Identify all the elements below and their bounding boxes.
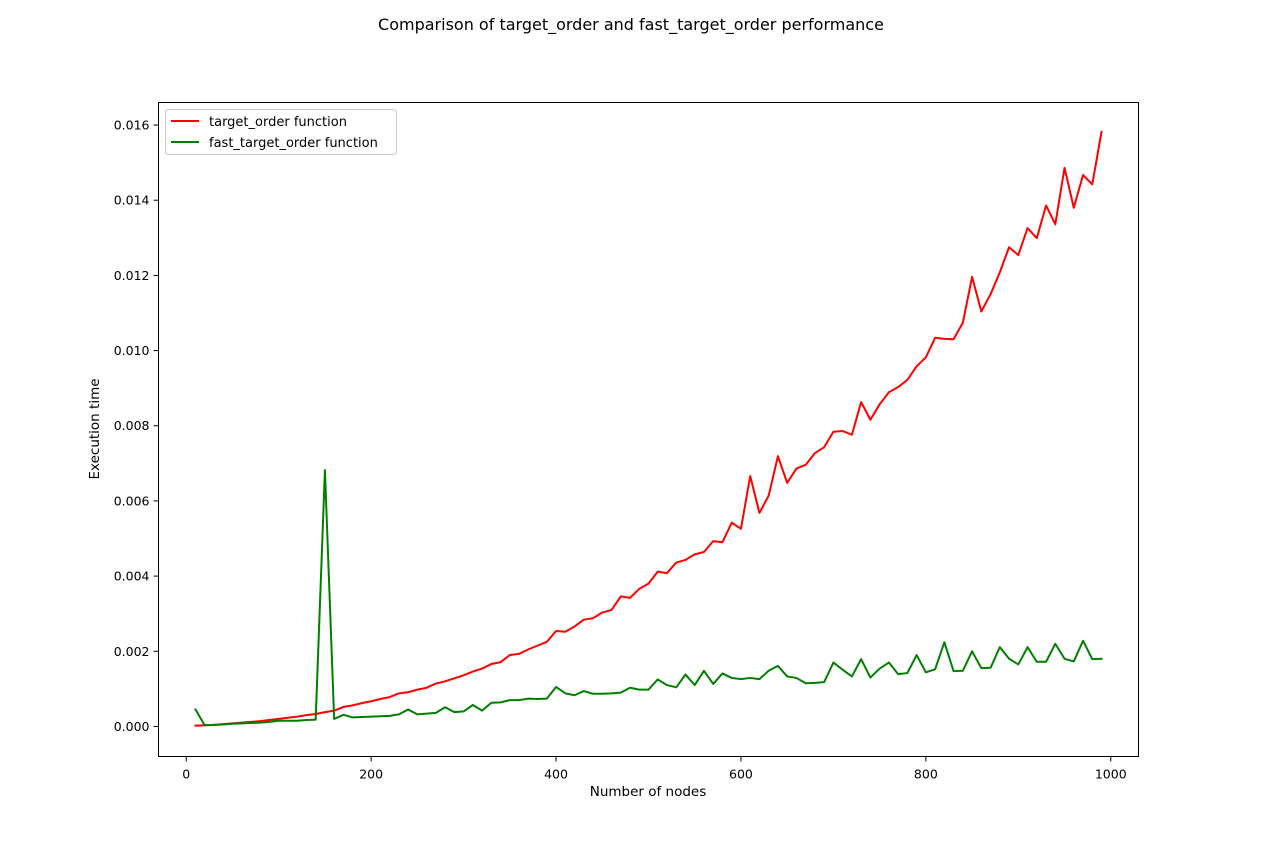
legend-label-target-order: target_order function — [209, 115, 347, 130]
legend-label-fast-target-order: fast_target_order function — [209, 136, 378, 151]
plot-frame — [158, 102, 1139, 757]
x-tick-label: 800 — [914, 767, 938, 782]
x-axis-ticks: 0 200 400 600 800 1000 — [182, 756, 1127, 782]
series-lines — [194, 130, 1103, 727]
series-line-fast-target-order — [194, 469, 1103, 727]
legend: target_order function fast_target_order … — [165, 109, 397, 155]
x-tick-label: 1000 — [1095, 767, 1127, 782]
x-tick-label: 0 — [182, 767, 190, 782]
y-tick-label: 0.016 — [114, 118, 150, 133]
x-axis-label: Number of nodes — [590, 784, 707, 800]
y-tick-label: 0.000 — [114, 719, 150, 734]
x-tick-label: 600 — [729, 767, 753, 782]
y-tick-label: 0.012 — [114, 268, 150, 283]
y-axis-label: Execution time — [87, 378, 103, 479]
y-tick-label: 0.006 — [114, 493, 150, 508]
x-tick-label: 200 — [359, 767, 383, 782]
y-tick-label: 0.002 — [114, 644, 150, 659]
y-tick-label: 0.008 — [114, 418, 150, 433]
legend-frame — [165, 109, 397, 155]
y-tick-label: 0.004 — [114, 569, 150, 584]
series-line-target-order — [194, 130, 1103, 727]
x-tick-label: 400 — [544, 767, 568, 782]
y-axis-ticks: 0.000 0.002 0.004 0.006 0.008 0.010 0.012 0.014… — [114, 118, 159, 734]
y-tick-label: 0.010 — [114, 343, 150, 358]
y-tick-label: 0.014 — [114, 193, 150, 208]
chart-title: Comparison of target_order and fast_targ… — [378, 15, 884, 35]
